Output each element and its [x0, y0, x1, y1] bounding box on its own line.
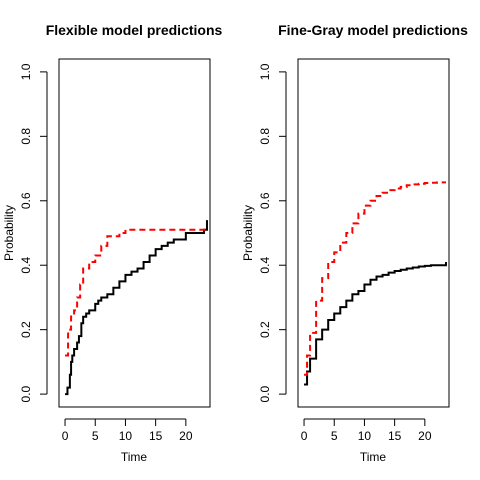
dashed-step-curve — [304, 181, 446, 376]
plot-frame — [58, 58, 211, 408]
solid-step-curve — [304, 262, 447, 386]
y-tick-label: 0.4 — [19, 257, 33, 274]
x-tick-label: 5 — [331, 429, 338, 443]
x-tick-label: 15 — [388, 429, 402, 443]
y-tick-label: 0.6 — [19, 192, 33, 209]
x-tick-label: 10 — [358, 429, 372, 443]
x-axis-label: Time — [121, 450, 148, 464]
y-tick-label: 0.4 — [258, 257, 272, 274]
panel-flexible-model: Flexible model predictions Time Probabil… — [2, 22, 223, 464]
chart-title: Fine-Gray model predictions — [278, 22, 468, 38]
plot-frame — [297, 58, 450, 408]
x-tick-label: 5 — [92, 429, 99, 443]
y-tick-label: 0.8 — [19, 128, 33, 145]
y-tick-label: 0.6 — [258, 192, 272, 209]
x-tick-label: 15 — [149, 429, 163, 443]
x-tick-label: 10 — [119, 429, 133, 443]
x-tick-label: 20 — [179, 429, 193, 443]
y-tick-label: 0.0 — [258, 385, 272, 402]
x-tick-label: 0 — [62, 429, 69, 443]
y-tick-label: 0.0 — [19, 385, 33, 402]
y-tick-label: 1.0 — [19, 63, 33, 80]
panel-fine-gray-model: Fine-Gray model predictions Time Probabi… — [241, 22, 468, 464]
y-axis-label: Probability — [2, 205, 16, 261]
solid-step-curve — [65, 220, 208, 396]
y-axis-label: Probability — [241, 205, 255, 261]
dashed-step-curve — [65, 228, 207, 357]
y-tick-label: 0.2 — [19, 321, 33, 338]
x-tick-label: 0 — [301, 429, 308, 443]
y-tick-label: 0.8 — [258, 128, 272, 145]
y-tick-label: 1.0 — [258, 63, 272, 80]
y-tick-label: 0.2 — [258, 321, 272, 338]
chart-title: Flexible model predictions — [46, 22, 223, 38]
x-axis-label: Time — [360, 450, 387, 464]
x-tick-label: 20 — [418, 429, 432, 443]
